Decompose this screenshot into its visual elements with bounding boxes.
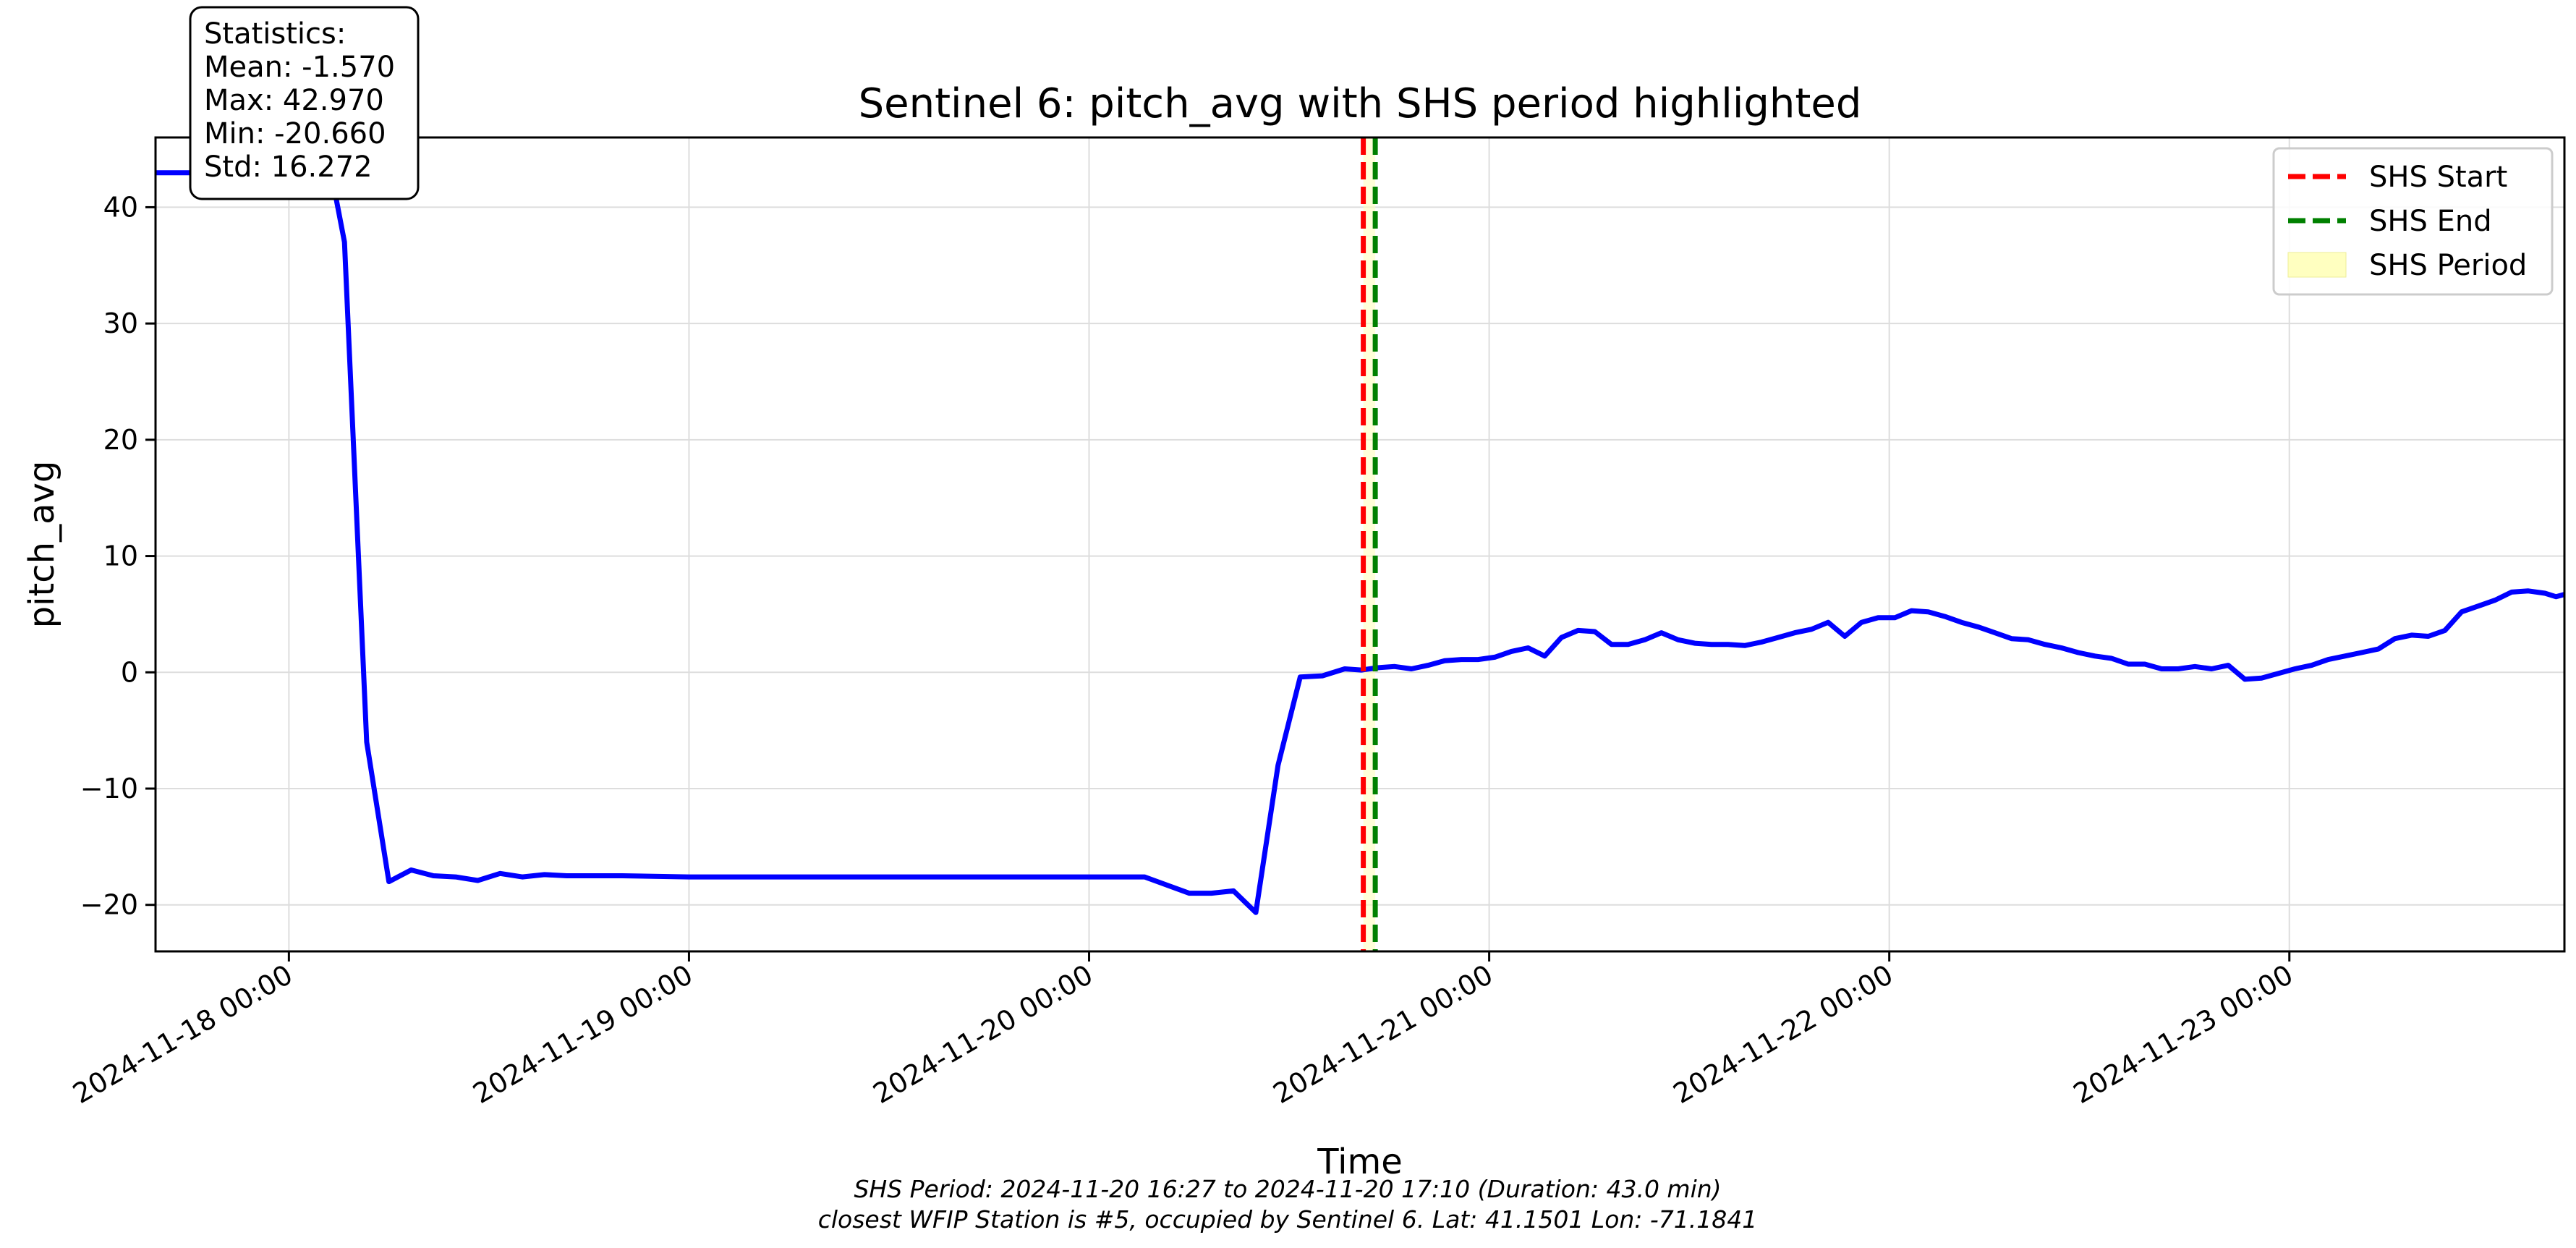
- pitch-avg-series-line: [156, 170, 2565, 915]
- grid-lines: [156, 137, 2564, 951]
- y-axis-label: pitch_avg: [22, 461, 62, 629]
- chart-title: Sentinel 6: pitch_avg with SHS period hi…: [859, 80, 1862, 127]
- statistics-box: Statistics: Mean: -1.570 Max: 42.970 Min…: [189, 6, 420, 200]
- legend-swatch-shs-period: [2287, 252, 2347, 278]
- x-axis-label: Time: [1317, 1142, 1402, 1182]
- statistics-box-frame: [189, 6, 420, 200]
- x-axis-ticks: 2024-11-18 00:00 2024-11-19 00:00 2024-11-…: [67, 951, 2298, 1110]
- footnote-shs-period: SHS Period: 2024-11-20 16:27 to 2024-11-…: [854, 1175, 1721, 1203]
- y-tick-label: 0: [121, 656, 138, 688]
- legend-entry-shs-start: SHS Start: [2369, 161, 2507, 194]
- statistics-max: Max: 42.970: [204, 84, 384, 117]
- y-tick-label: −20: [80, 889, 138, 921]
- y-axis-ticks: −20 −10 0 10 20 30 40: [80, 191, 156, 921]
- x-tick-label: 2024-11-18 00:00: [67, 959, 298, 1110]
- legend-entry-shs-period: SHS Period: [2369, 249, 2527, 282]
- y-tick-label: 30: [103, 307, 138, 339]
- statistics-mean: Mean: -1.570: [204, 51, 395, 84]
- y-tick-label: −10: [80, 773, 138, 805]
- y-tick-label: 10: [103, 540, 138, 572]
- plot-frame: [154, 136, 2566, 953]
- legend: SHS Start SHS End SHS Period: [2272, 147, 2554, 296]
- statistics-min: Min: -20.660: [204, 117, 386, 150]
- x-tick-label: 2024-11-20 00:00: [867, 959, 1098, 1110]
- x-tick-label: 2024-11-22 00:00: [1668, 959, 1899, 1110]
- y-tick-label: 20: [103, 424, 138, 456]
- footnote-station: closest WFIP Station is #5, occupied by …: [818, 1205, 1758, 1234]
- shs-period-band: [1363, 137, 1376, 951]
- legend-entry-shs-end: SHS End: [2369, 205, 2492, 238]
- y-tick-label: 40: [103, 191, 138, 223]
- x-tick-label: 2024-11-19 00:00: [467, 959, 698, 1110]
- x-tick-label: 2024-11-21 00:00: [1268, 959, 1499, 1110]
- statistics-heading: Statistics:: [204, 17, 346, 51]
- x-tick-label: 2024-11-23 00:00: [2068, 959, 2299, 1110]
- statistics-std: Std: 16.272: [204, 150, 373, 184]
